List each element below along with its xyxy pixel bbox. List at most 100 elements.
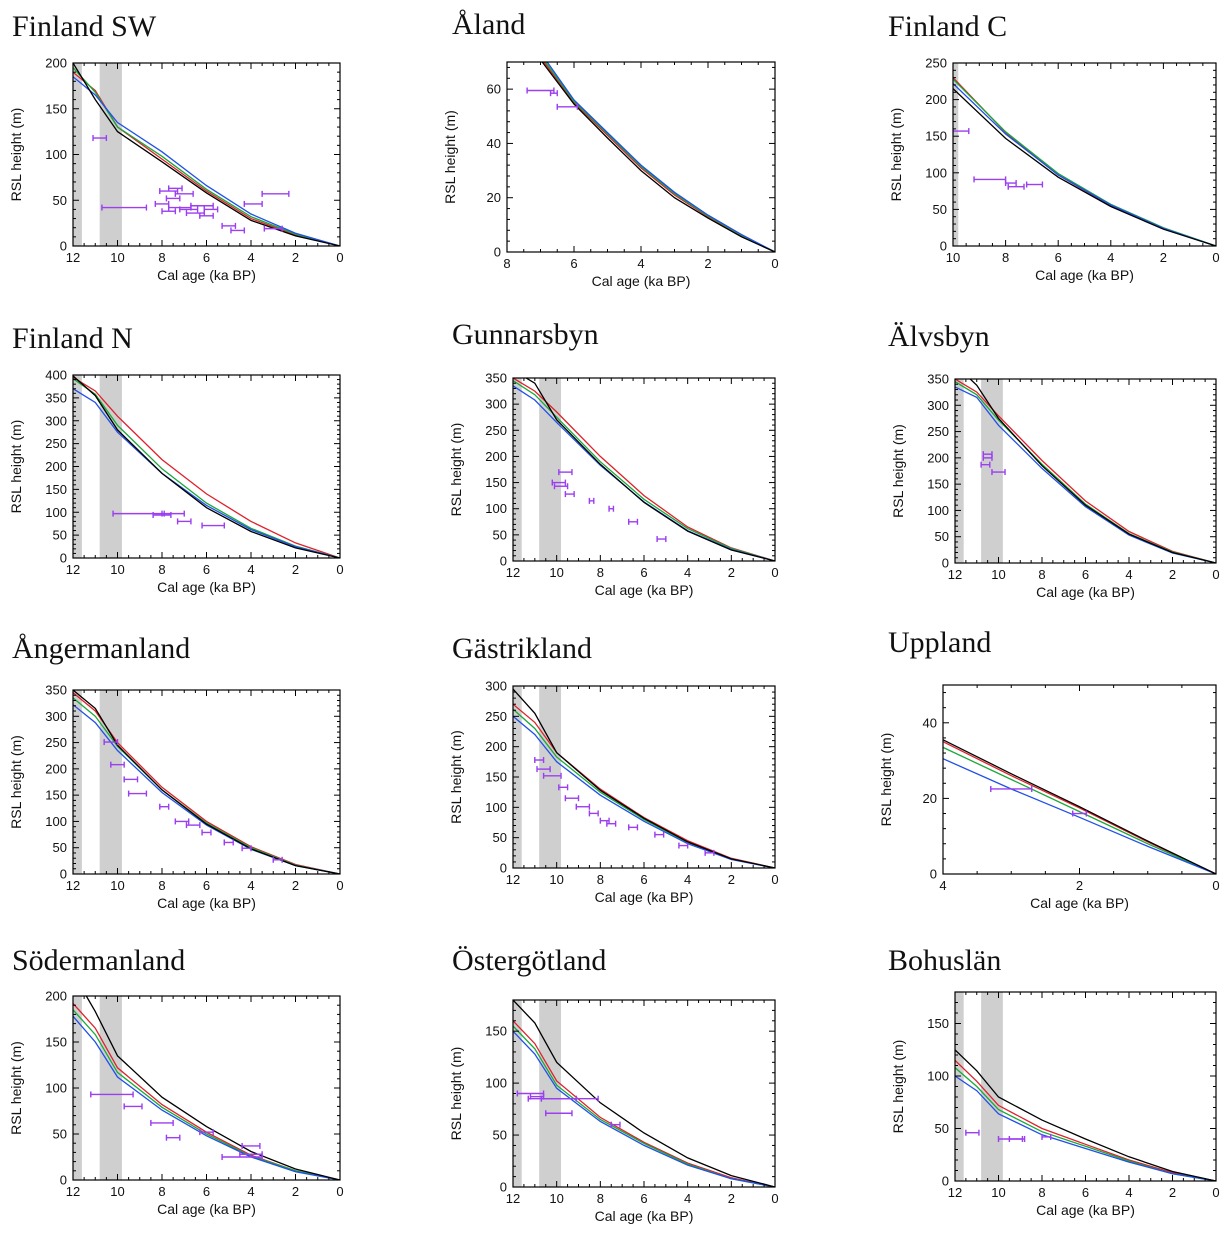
y-tick-label: 0 (500, 861, 507, 876)
x-tick-label: 2 (704, 256, 711, 271)
x-axis-label: Cal age (ka BP) (1035, 267, 1134, 283)
y-axis-label: RSL height (m) (448, 730, 464, 824)
y-tick-label: 150 (485, 770, 507, 785)
observation-point (1041, 1133, 1052, 1140)
shaded-band (955, 379, 964, 563)
x-tick-label: 8 (597, 872, 604, 887)
series-line-black (513, 688, 775, 868)
observation-point (190, 202, 214, 209)
series-line-red (513, 703, 775, 868)
y-tick-label: 200 (485, 449, 507, 464)
series-line-blue (73, 1015, 340, 1180)
x-tick-label: 8 (158, 1184, 165, 1199)
observation-point (628, 518, 639, 525)
x-axis-label: Cal age (ka BP) (1036, 1202, 1135, 1218)
x-tick-label: 10 (549, 1191, 563, 1206)
y-tick-label: 150 (45, 788, 67, 803)
observation-point (123, 1103, 143, 1110)
series-line-black (943, 739, 1216, 874)
series-line-red (513, 378, 775, 561)
y-tick-label: 50 (493, 527, 507, 542)
x-axis-label: Cal age (ka BP) (157, 267, 256, 283)
observation-point (221, 222, 237, 229)
series-line-black (953, 88, 1216, 246)
shaded-band (955, 992, 964, 1181)
observation-point (123, 776, 139, 783)
y-axis-label: RSL height (m) (442, 110, 458, 204)
y-axis-label: RSL height (m) (878, 733, 894, 827)
x-tick-label: 4 (939, 878, 946, 893)
panel-bohuslan: Bohuslän 12 10 8 6 4 2 0 0 50 100 150 Cal age (ka BP… (888, 944, 1220, 1218)
series-line-black (73, 690, 340, 874)
x-tick-label: 12 (948, 567, 962, 582)
x-tick-label: 8 (1002, 250, 1009, 265)
y-tick-label: 350 (485, 371, 507, 386)
x-tick-label: 8 (1038, 1185, 1045, 1200)
y-tick-label: 150 (485, 1024, 507, 1039)
y-tick-label: 0 (940, 239, 947, 254)
observation-point (92, 135, 108, 142)
plot-area (953, 63, 1216, 246)
y-tick-label: 0 (60, 1173, 67, 1188)
plot-frame (952, 62, 1217, 247)
observation-point (553, 483, 569, 490)
y-tick-label: 0 (930, 867, 937, 882)
y-tick-label: 200 (45, 56, 67, 71)
plot-area (73, 996, 340, 1180)
x-tick-label: 4 (247, 250, 254, 265)
x-tick-label: 8 (597, 565, 604, 580)
observation-point (199, 1129, 214, 1136)
y-tick-label: 200 (45, 989, 67, 1004)
series-line-black (513, 1000, 775, 1187)
y-tick-label: 20 (487, 190, 501, 205)
panel-title: Ångermanland (12, 632, 190, 665)
x-tick-label: 0 (336, 562, 343, 577)
y-axis-label: RSL height (m) (890, 424, 906, 518)
observation-point (534, 757, 545, 764)
series-line-black (969, 379, 1216, 563)
plot-area (73, 63, 340, 246)
observation-point (536, 766, 551, 773)
observation-point (1071, 810, 1088, 817)
x-tick-label: 2 (728, 872, 735, 887)
observation-point (606, 820, 617, 827)
x-tick-label: 0 (771, 1191, 778, 1206)
observation-point (154, 200, 170, 207)
series-line-blue (73, 76, 340, 246)
plot-frame (942, 684, 1217, 875)
x-tick-label: 6 (640, 1191, 647, 1206)
y-tick-label: 100 (45, 814, 67, 829)
observation-point (174, 818, 190, 825)
x-tick-label: 6 (203, 562, 210, 577)
observation-point (610, 1121, 621, 1128)
x-tick-label: 6 (640, 565, 647, 580)
observation-point (678, 842, 689, 849)
observation-point (199, 212, 214, 219)
observation-point (174, 190, 194, 197)
series-line-blue (513, 1030, 775, 1187)
series-line-green (73, 1009, 340, 1180)
plot-area (943, 739, 1216, 874)
y-tick-label: 200 (927, 450, 949, 465)
y-tick-label: 250 (925, 56, 947, 71)
x-tick-label: 0 (771, 872, 778, 887)
series-line-red (513, 1020, 775, 1187)
y-tick-label: 150 (45, 482, 67, 497)
y-tick-label: 100 (485, 1076, 507, 1091)
observation-point (551, 479, 567, 486)
x-tick-label: 6 (1082, 567, 1089, 582)
observation-point (261, 190, 290, 197)
x-tick-label: 4 (684, 872, 691, 887)
x-tick-label: 4 (247, 878, 254, 893)
y-tick-label: 0 (494, 245, 501, 260)
series-line-black (541, 62, 775, 252)
series-line-blue (943, 758, 1216, 874)
y-axis-label: RSL height (m) (8, 735, 24, 829)
series-line-green (953, 78, 1216, 246)
observation-point (575, 803, 591, 810)
observation-point (239, 1151, 263, 1158)
x-tick-label: 12 (66, 1184, 80, 1199)
y-tick-label: 200 (925, 92, 947, 107)
